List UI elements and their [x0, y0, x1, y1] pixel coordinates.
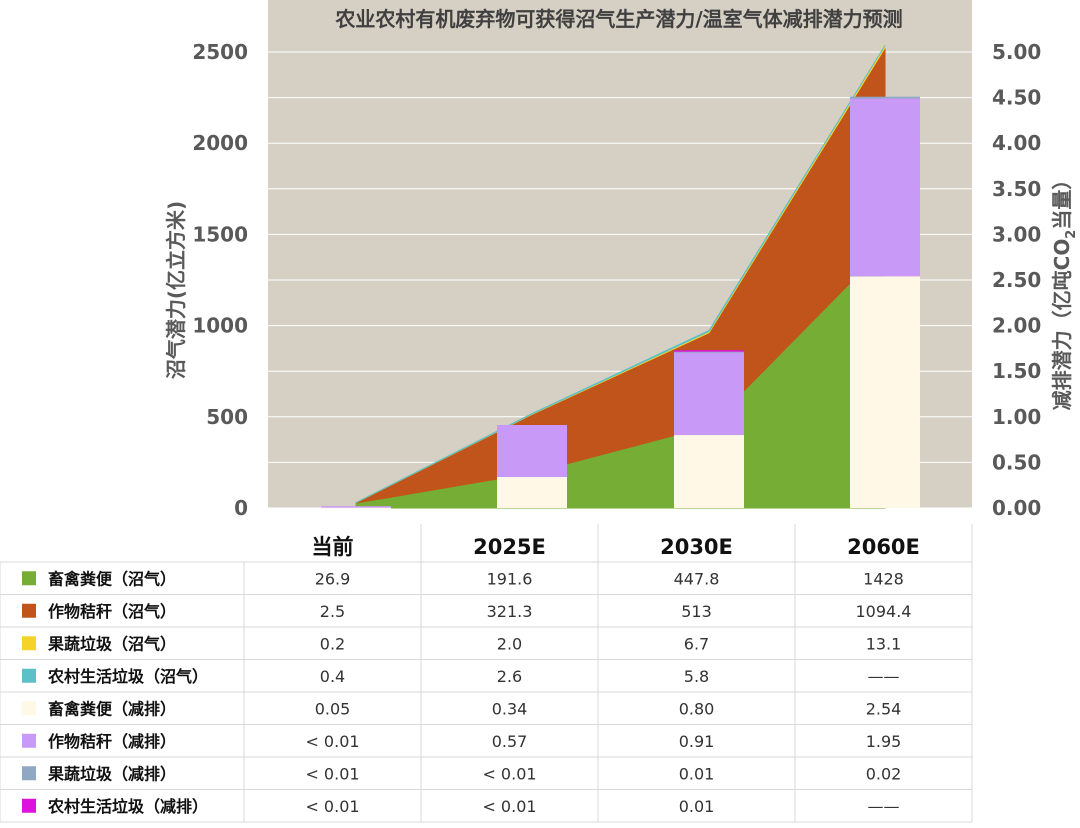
- table-cell: 0.01: [679, 764, 715, 783]
- y-left-tick-label: 2000: [192, 131, 248, 155]
- chart-title: 农业农村有机废弃物可获得沼气生产潜力/温室气体减排潜力预测: [334, 7, 902, 31]
- y-right-tick-label: 0.50: [992, 450, 1041, 474]
- legend-label: 作物秸秆（沼气）: [48, 602, 176, 621]
- bar-segment-series-1: [321, 507, 391, 509]
- table-cell: 0.34: [492, 699, 528, 718]
- legend-label: 果蔬垃圾（减排）: [47, 764, 176, 783]
- y-right-tick-label: 3.00: [992, 222, 1041, 246]
- table-cell: 26.9: [315, 569, 351, 588]
- y-axis-left-title: 沼气潜力(亿立方米): [164, 201, 188, 379]
- table-cell: < 0.01: [482, 764, 536, 783]
- legend-label: 畜禽粪便（减排）: [48, 699, 176, 718]
- y-axis-right-title-suffix: 当量）: [1050, 170, 1074, 230]
- y-left-tick-label: 0: [234, 496, 248, 520]
- table-cell: < 0.01: [305, 732, 359, 751]
- table-cell: 0.02: [866, 764, 902, 783]
- legend-swatch: [22, 571, 36, 586]
- bar-segment-series-2: [497, 425, 567, 477]
- legend-swatch: [22, 603, 36, 618]
- bar-segment-series-2: [321, 506, 391, 508]
- table-cell: 321.3: [487, 602, 533, 621]
- y-right-tick-label: 3.50: [992, 177, 1041, 201]
- legend-label: 果蔬垃圾（沼气）: [47, 634, 176, 653]
- y-axis-right-title-sub: 2: [1064, 230, 1079, 239]
- category-label: 2025E: [473, 535, 546, 559]
- legend-swatch: [22, 636, 36, 651]
- y-left-tick-label: 2500: [192, 40, 248, 64]
- legend-label: 农村生活垃圾（沼气）: [47, 667, 208, 686]
- table-cell: 1428: [863, 569, 904, 588]
- table-cell: ——: [868, 667, 900, 686]
- y-right-tick-label: 5.00: [992, 40, 1041, 64]
- y-right-tick-label: 2.00: [992, 314, 1041, 338]
- bar-segment-series-4: [674, 350, 744, 352]
- legend-swatch: [22, 733, 36, 748]
- bar-segment-series-2: [674, 352, 744, 436]
- y-right-tick-label: 1.00: [992, 405, 1041, 429]
- table-cell: 0.01: [679, 797, 715, 816]
- bar-segment-series-2: [850, 98, 920, 277]
- table-cell: 6.7: [684, 634, 709, 653]
- category-label: 2030E: [660, 535, 733, 559]
- table-cell: ——: [868, 797, 900, 816]
- table-cell: 2.6: [497, 667, 522, 686]
- table-cell: 191.6: [487, 569, 533, 588]
- bar-segment-series-1: [850, 276, 920, 508]
- bar-segment-series-1: [674, 435, 744, 508]
- table-cell: 0.91: [679, 732, 715, 751]
- y-right-tick-label: 4.00: [992, 131, 1041, 155]
- table-cell: 13.1: [866, 634, 902, 653]
- y-left-tick-label: 500: [206, 405, 248, 429]
- area-series-4: [355, 45, 886, 504]
- legend-swatch: [22, 668, 36, 683]
- table-cell: 2.54: [866, 699, 902, 718]
- category-label: 当前: [312, 535, 354, 559]
- legend-swatch: [22, 701, 36, 716]
- table-cell: < 0.01: [482, 797, 536, 816]
- y-right-tick-label: 0.00: [992, 496, 1041, 520]
- table-cell: < 0.01: [305, 797, 359, 816]
- category-label: 2060E: [847, 535, 920, 559]
- data-table: 当前 2025E 2030E 2060E 畜禽粪便（沼气） 26.9 191.6 447.8 1…: [0, 524, 973, 823]
- table-cell: < 0.01: [305, 764, 359, 783]
- table-cell: 5.8: [684, 667, 709, 686]
- table-cell: 1094.4: [856, 602, 912, 621]
- table-cell: 2.0: [497, 634, 522, 653]
- y-axis-right-title-prefix: 减排潜力（亿吨CO: [1050, 239, 1074, 411]
- legend-label: 农村生活垃圾（减排）: [47, 797, 208, 816]
- axes: 0 500 1000 1500 2000 2500 0.00 0.50 1.00 1.50 2.00…: [192, 40, 1041, 520]
- legend-label: 畜禽粪便（沼气）: [48, 569, 176, 588]
- legend-swatch: [22, 766, 36, 781]
- bar-segment-series-3: [850, 96, 920, 99]
- table-cell: 0.4: [320, 667, 345, 686]
- legend-label: 作物秸秆（减排）: [48, 732, 176, 751]
- table-cell: 0.80: [679, 699, 715, 718]
- bar-series: [321, 96, 920, 509]
- y-right-tick-label: 2.50: [992, 268, 1041, 292]
- table-cell: 447.8: [674, 569, 720, 588]
- legend-swatch: [22, 798, 36, 813]
- table-cell: 0.2: [320, 634, 345, 653]
- bar-segment-series-1: [497, 476, 567, 508]
- table-cell: 2.5: [320, 602, 345, 621]
- table-cell: 513: [681, 602, 712, 621]
- y-right-tick-label: 4.50: [992, 86, 1041, 110]
- table-cell: 0.05: [315, 699, 351, 718]
- y-right-tick-label: 1.50: [992, 359, 1041, 383]
- y-left-tick-label: 1000: [192, 314, 248, 338]
- table-cell: 0.57: [492, 732, 528, 751]
- table-cell: 1.95: [866, 732, 902, 751]
- bar-segment-series-3: [674, 351, 744, 353]
- y-axis-right-title: 减排潜力（亿吨CO2当量）: [1050, 170, 1079, 411]
- y-left-tick-label: 1500: [192, 222, 248, 246]
